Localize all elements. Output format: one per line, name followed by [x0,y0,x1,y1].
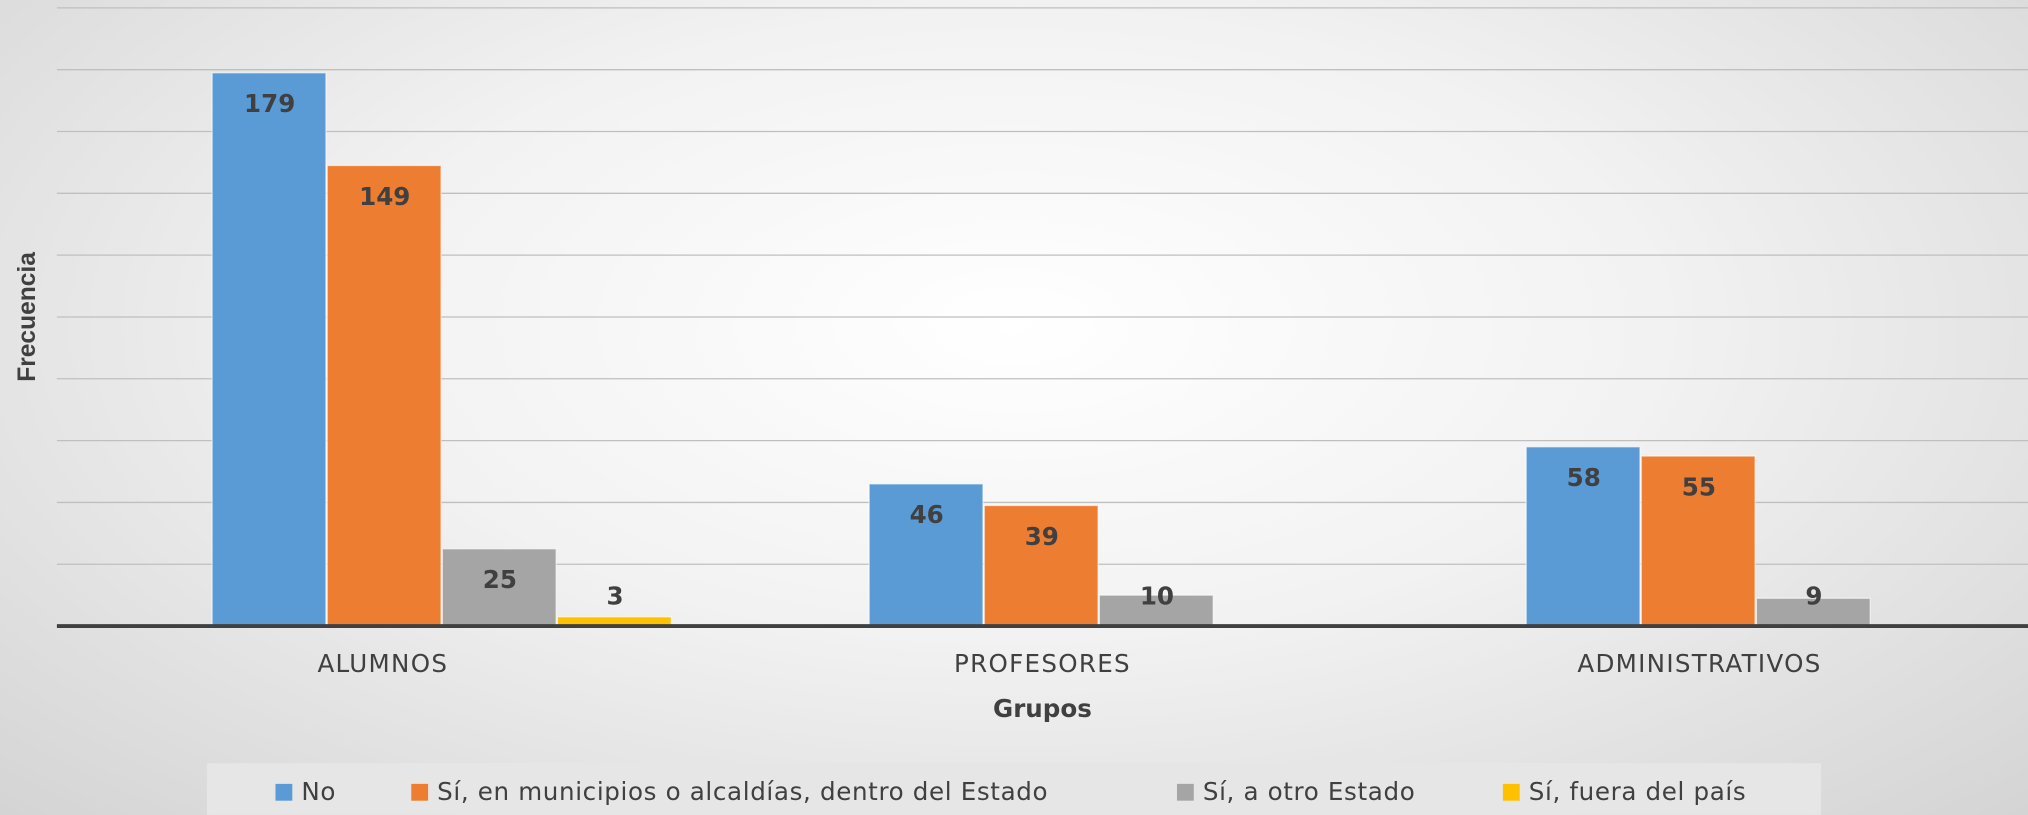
bar [983,504,1099,627]
bar [1525,446,1641,627]
legend-swatch [1176,783,1194,801]
data-label: 25 [483,565,517,594]
bar [441,548,557,627]
x-tick-label: ALUMNOS [317,649,448,678]
bar [211,72,327,627]
legend-label: Sí, a otro Estado [1203,777,1416,806]
legend-swatch [1502,783,1520,801]
x-tick-label: ADMINISTRATIVOS [1577,649,1821,678]
bar [1640,455,1756,627]
legend-box [206,763,1822,815]
legend-swatch [275,783,293,801]
data-label: 3 [606,582,623,611]
legend-label: Sí, en municipios o alcaldías, dentro de… [437,777,1048,806]
data-label: 39 [1025,522,1059,551]
data-label: 179 [244,89,295,118]
data-label: 46 [910,500,944,529]
legend-label: Sí, fuera del país [1529,777,1747,806]
legend-label: No [301,777,336,806]
data-label: 58 [1567,463,1601,492]
x-axis-title: Grupos [993,694,1092,723]
x-tick-label: PROFESORES [954,649,1131,678]
bar [1098,594,1214,627]
bar [326,164,442,627]
legend-swatch [411,783,429,801]
data-label: 149 [359,182,410,211]
data-label: 9 [1805,582,1822,611]
bar [868,483,984,627]
y-axis-title: Frecuencia [14,252,41,382]
data-label: 55 [1682,472,1716,501]
data-label: 10 [1140,582,1174,611]
